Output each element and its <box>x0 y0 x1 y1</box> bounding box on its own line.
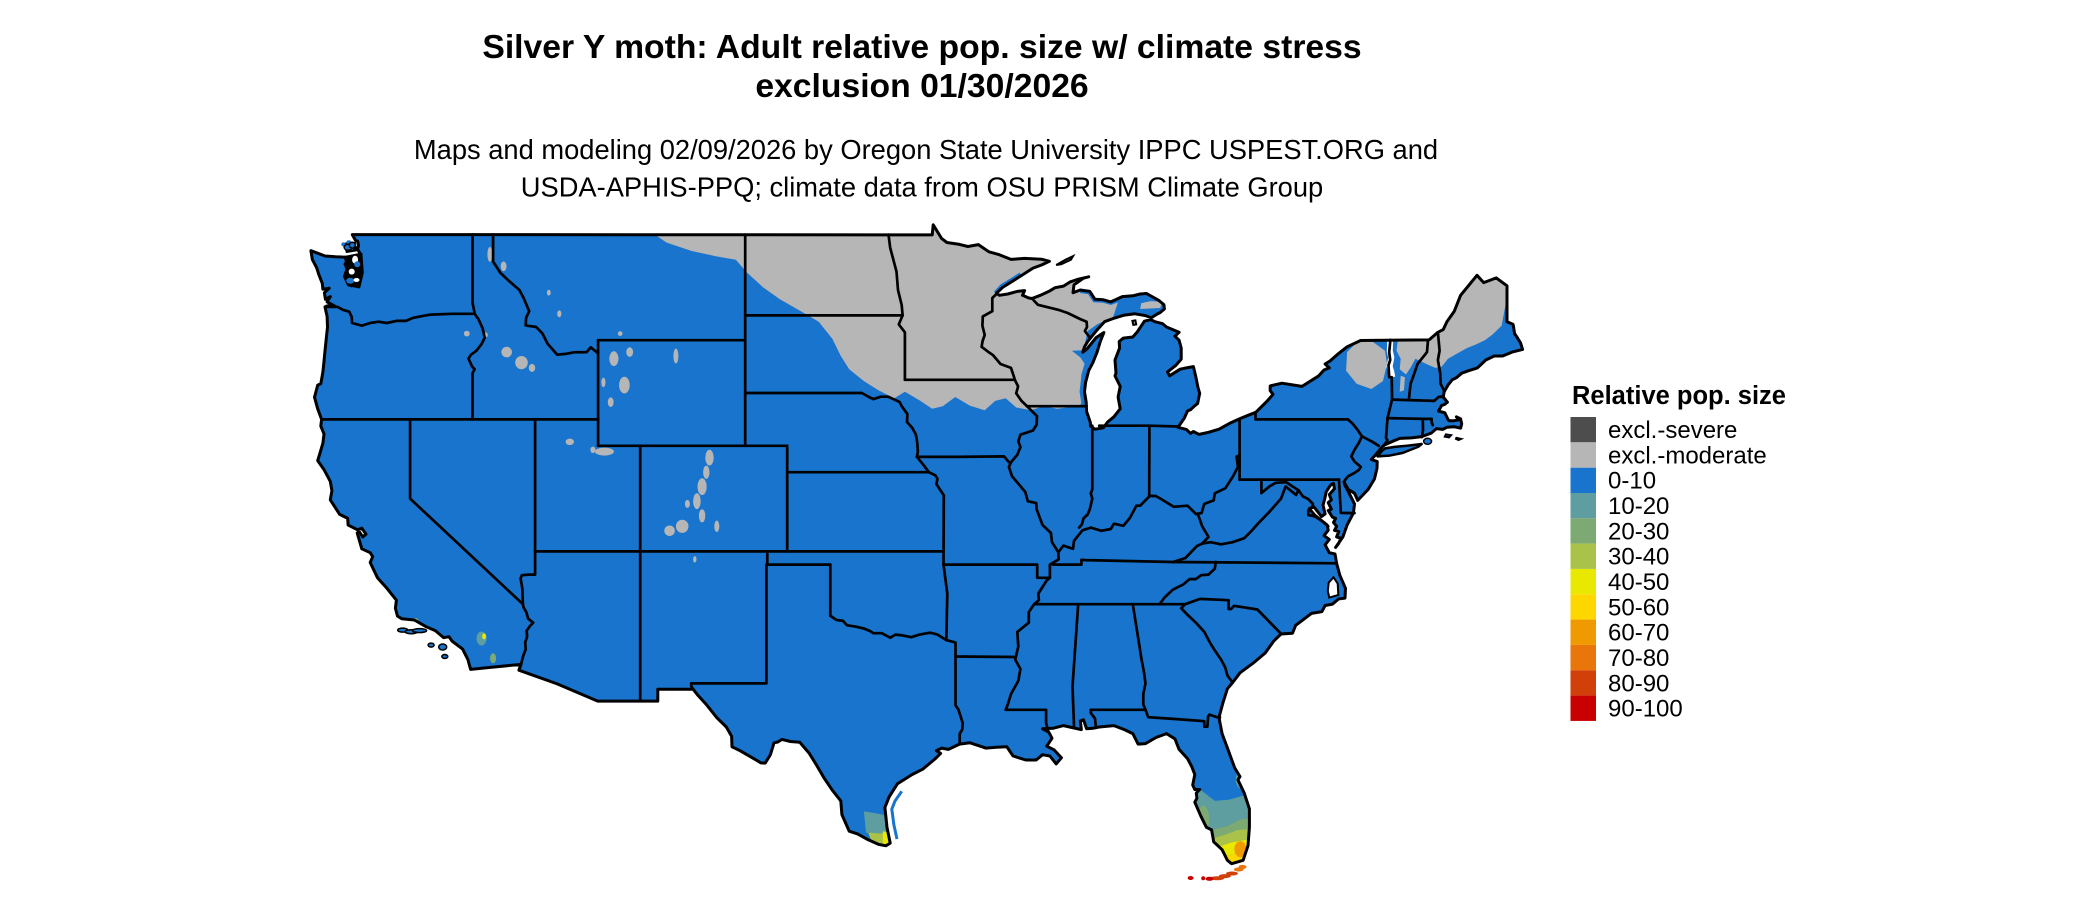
svg-text:80-90: 80-90 <box>1608 670 1669 697</box>
svg-text:excl.-severe: excl.-severe <box>1608 417 1737 444</box>
svg-text:30-40: 30-40 <box>1608 544 1669 571</box>
svg-text:70-80: 70-80 <box>1608 645 1669 672</box>
svg-text:Silver Y moth: Adult relative: Silver Y moth: Adult relative pop. size … <box>482 28 1361 66</box>
svg-text:90-100: 90-100 <box>1608 696 1683 723</box>
svg-text:60-70: 60-70 <box>1608 620 1669 647</box>
svg-text:USDA-APHIS-PPQ; climate data f: USDA-APHIS-PPQ; climate data from OSU PR… <box>521 172 1323 203</box>
svg-text:exclusion 01/30/2026: exclusion 01/30/2026 <box>755 67 1088 105</box>
svg-text:10-20: 10-20 <box>1608 493 1669 520</box>
svg-text:20-30: 20-30 <box>1608 518 1669 545</box>
svg-text:40-50: 40-50 <box>1608 569 1669 596</box>
svg-text:50-60: 50-60 <box>1608 594 1669 621</box>
svg-text:excl.-moderate: excl.-moderate <box>1608 442 1767 469</box>
svg-text:Maps and modeling 02/09/2026 b: Maps and modeling 02/09/2026 by Oregon S… <box>414 134 1438 165</box>
svg-text:Relative pop. size: Relative pop. size <box>1572 382 1786 410</box>
svg-text:0-10: 0-10 <box>1608 468 1656 495</box>
